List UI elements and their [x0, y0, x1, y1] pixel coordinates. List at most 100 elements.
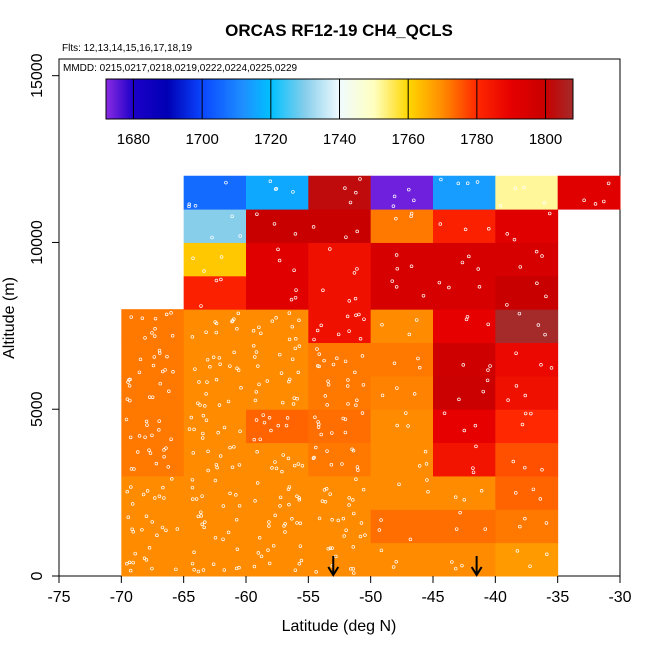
sample-point	[345, 384, 350, 388]
heatmap-cell	[246, 209, 309, 243]
sample-point	[392, 194, 397, 199]
sample-point	[380, 393, 385, 398]
sample-point	[294, 337, 298, 341]
sample-point	[331, 362, 336, 367]
heatmap-cell	[370, 342, 434, 377]
sample-point	[326, 546, 331, 551]
sample-point	[204, 418, 209, 422]
colorbar-tick-label: 1760	[391, 131, 424, 148]
sample-point	[425, 478, 429, 482]
sample-point	[204, 392, 208, 396]
sample-point	[298, 544, 303, 548]
sample-point	[273, 460, 277, 464]
heatmap-cell	[370, 242, 434, 277]
sample-point	[217, 356, 222, 360]
sample-point	[187, 202, 192, 207]
sample-point	[267, 520, 271, 524]
sample-point	[461, 363, 466, 367]
heatmap-cell	[433, 475, 496, 510]
sample-point	[394, 559, 398, 564]
heatmap-cell	[433, 375, 496, 410]
heatmap-cell	[495, 409, 559, 444]
sample-point	[291, 402, 296, 406]
sample-point	[128, 568, 133, 573]
y-tick-label: 15000	[29, 53, 46, 98]
sample-point	[125, 397, 130, 401]
sample-point	[152, 334, 157, 338]
sample-point	[200, 494, 204, 498]
sample-point	[330, 431, 334, 435]
sample-point	[358, 337, 363, 341]
sample-point	[582, 198, 586, 203]
sample-point	[317, 364, 321, 369]
sample-point	[325, 403, 329, 407]
sample-point	[394, 285, 399, 289]
sample-point	[255, 481, 260, 485]
sample-point	[281, 453, 285, 457]
sample-point	[192, 568, 196, 572]
sample-point	[343, 417, 348, 421]
sample-point	[189, 415, 194, 420]
sample-point	[256, 364, 260, 368]
sample-point	[518, 524, 522, 529]
y-tick-label: 10000	[29, 220, 46, 265]
heatmap-cell	[246, 242, 309, 277]
heatmap-cell	[433, 542, 496, 577]
sample-point	[456, 181, 461, 186]
heatmap-cell	[308, 275, 372, 310]
x-tick-label: -55	[297, 589, 320, 606]
sample-point	[483, 527, 488, 531]
sample-point	[379, 518, 383, 522]
heatmap-cell	[495, 275, 559, 310]
sample-point	[286, 487, 291, 491]
heatmap-cell	[308, 509, 372, 544]
sample-point	[197, 380, 201, 384]
dates-label: MMDD: 0215,0217,0218,0219,0222,0224,0225…	[63, 63, 298, 74]
sample-point	[293, 568, 298, 572]
sample-point	[256, 551, 261, 555]
sample-point	[292, 268, 296, 272]
sample-point	[234, 493, 238, 497]
sample-point	[520, 422, 525, 427]
sample-point	[351, 571, 356, 575]
sample-point	[404, 411, 408, 415]
sample-point	[150, 520, 154, 524]
sample-point	[407, 187, 411, 192]
sample-point	[464, 317, 469, 322]
sample-point	[317, 352, 322, 356]
sample-point	[523, 411, 528, 416]
sample-point	[354, 403, 358, 408]
sample-point	[334, 554, 338, 559]
sample-point	[235, 327, 239, 331]
sample-point	[269, 428, 273, 433]
sample-point	[202, 525, 206, 530]
sample-point	[219, 277, 223, 282]
sample-point	[162, 454, 166, 459]
sample-point	[423, 449, 428, 454]
x-tick-label: -35	[546, 589, 569, 606]
sample-point	[476, 267, 480, 271]
heatmap-cell	[495, 342, 559, 377]
sample-point	[169, 311, 173, 315]
sample-point	[145, 423, 149, 427]
sample-point	[160, 369, 165, 374]
sample-point	[171, 369, 175, 374]
sample-point	[321, 288, 325, 293]
sample-point	[164, 446, 168, 450]
sample-point	[203, 520, 207, 524]
heatmap-cell	[495, 242, 559, 277]
sample-point	[593, 202, 598, 206]
sample-point	[407, 332, 412, 337]
sample-point	[418, 365, 422, 370]
sample-point	[477, 285, 482, 289]
sample-point	[454, 527, 459, 531]
sample-point	[471, 470, 476, 475]
sample-point	[460, 260, 465, 265]
sample-point	[297, 496, 301, 500]
sample-point	[540, 254, 544, 258]
sample-point	[479, 489, 484, 493]
sample-point	[545, 552, 549, 557]
sample-point	[505, 303, 509, 307]
sample-point	[128, 377, 132, 382]
sample-point	[278, 504, 282, 508]
